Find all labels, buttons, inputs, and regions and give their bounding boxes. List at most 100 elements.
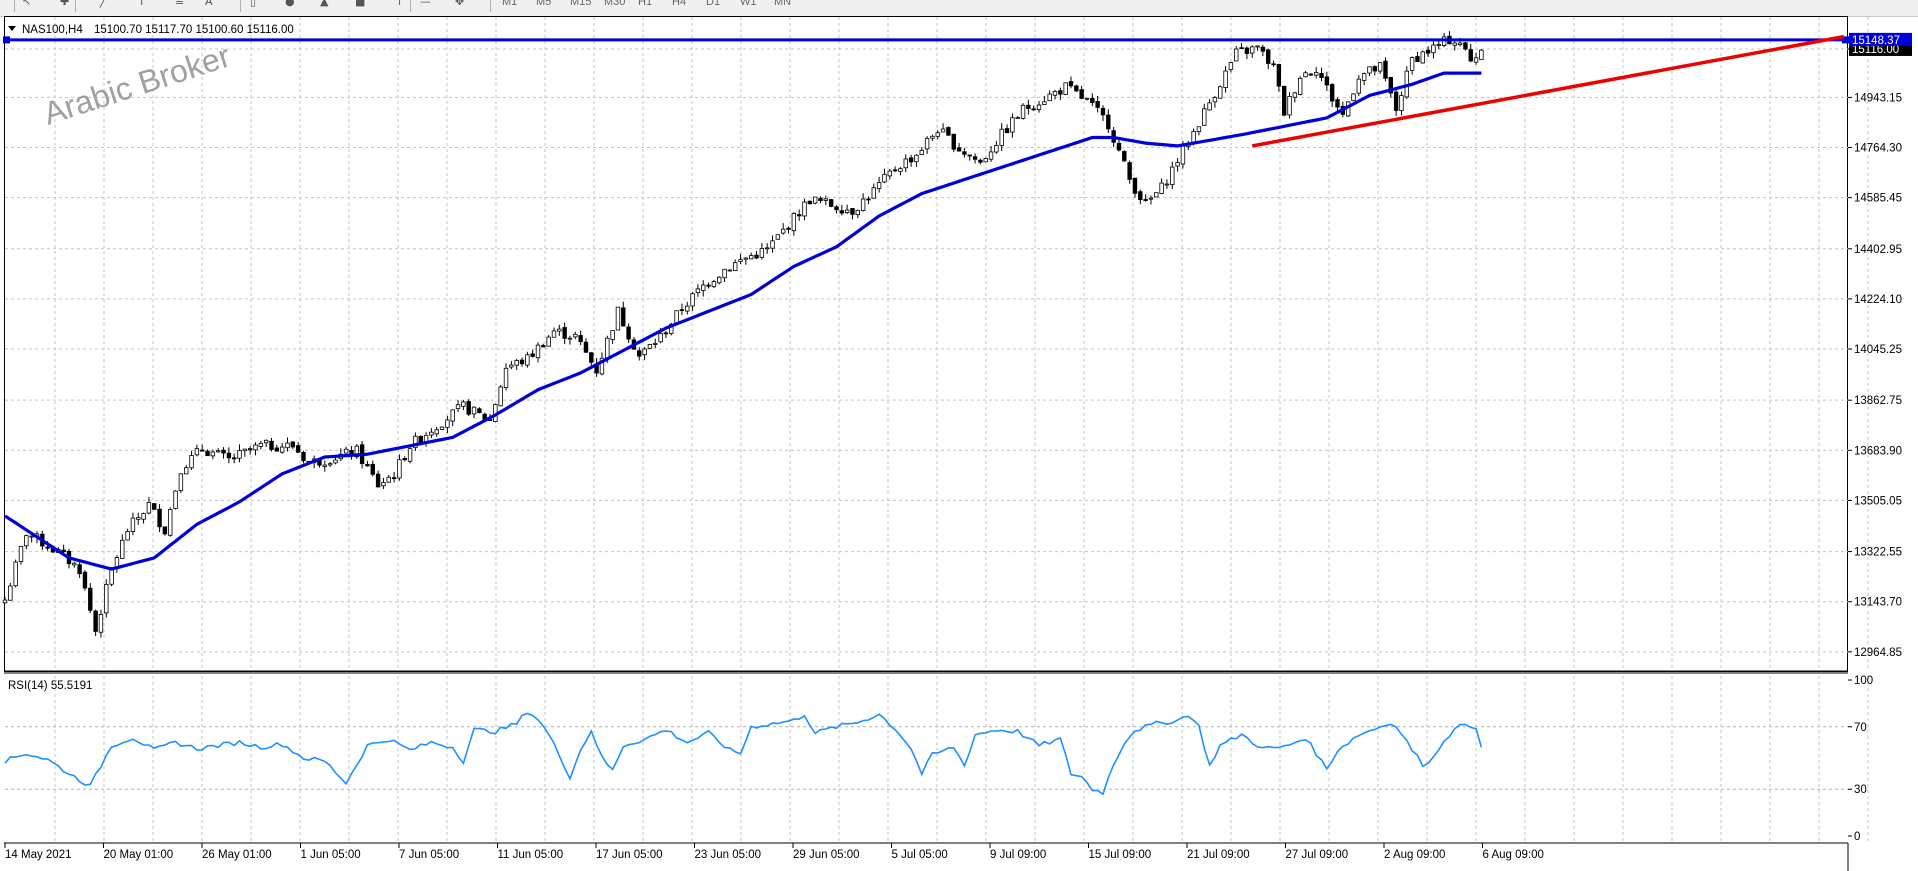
candle-body (940, 128, 946, 133)
candle-body (514, 360, 519, 366)
candle-body (1356, 78, 1362, 94)
timeframe-m5[interactable]: M5 (536, 0, 552, 8)
candle-body (685, 305, 690, 312)
candle-body (1479, 49, 1484, 60)
candle-body (1180, 145, 1186, 165)
time-tick-label: 5 Jul 05:00 (892, 849, 948, 861)
fibonacci-icon[interactable]: f (140, 0, 144, 8)
time-tick-label: 14 May 2021 (5, 849, 72, 861)
candle-body (1004, 128, 1010, 134)
candle-body (509, 364, 514, 368)
candle-body (1223, 70, 1228, 88)
candle-body (1175, 162, 1180, 167)
candle-body (1250, 46, 1255, 54)
candle-body (999, 128, 1004, 146)
square-icon[interactable]: ■ (355, 0, 366, 8)
candle-body (642, 348, 647, 356)
timeframe-d1[interactable]: D1 (706, 0, 721, 8)
candle-body (663, 332, 669, 335)
candle-body (887, 170, 892, 177)
candle-body (983, 158, 988, 163)
candle-body (1329, 84, 1335, 102)
candle-body (136, 517, 141, 520)
candle-body (1436, 44, 1441, 46)
timeframe-m15[interactable]: M15 (570, 0, 592, 8)
candle-body (557, 328, 562, 332)
hline-handle-left[interactable] (3, 36, 10, 44)
candle-body (88, 587, 93, 611)
candle-body (258, 442, 264, 447)
price-tick-label: 13683.90 (1854, 445, 1902, 457)
candle-body (200, 449, 205, 452)
timeframe-m1[interactable]: M1 (502, 0, 518, 8)
candle-body (1116, 142, 1122, 151)
candle-body (1047, 93, 1052, 102)
hline-handle-right[interactable] (1842, 36, 1849, 44)
candle-body (104, 584, 109, 614)
rectangle-icon[interactable]: ▯ (250, 0, 257, 8)
candle-body (1324, 76, 1330, 86)
price-tick-label: 14402.95 (1854, 244, 1902, 256)
circle-icon[interactable]: ● (285, 0, 295, 8)
text-icon[interactable]: A (205, 0, 213, 8)
move-icon[interactable]: ✥ (455, 0, 465, 8)
candle-body (1393, 91, 1399, 111)
candle-body (477, 408, 482, 414)
price-tick-label: 14585.45 (1854, 193, 1902, 205)
candle-body (445, 419, 450, 428)
candle-body (226, 452, 232, 459)
candle-body (525, 354, 530, 366)
candle-body (141, 513, 146, 520)
candle-body (269, 440, 274, 450)
candle-body (647, 344, 653, 349)
candle-body (1239, 47, 1244, 50)
candle-body (1202, 108, 1207, 126)
arrow-icon[interactable]: ↑ (395, 0, 405, 8)
candle-body (1218, 86, 1223, 99)
hline-icon[interactable]: — (420, 0, 431, 8)
channel-icon[interactable]: ≡ (175, 0, 185, 8)
time-tick-label: 21 Jul 09:00 (1187, 849, 1250, 861)
candle-body (461, 401, 466, 407)
candle-body (738, 259, 743, 262)
candle-body (290, 441, 296, 448)
candle-body (658, 333, 663, 343)
timeframe-mn[interactable]: MN (774, 0, 792, 8)
candle-body (706, 284, 711, 287)
candle-body (828, 199, 834, 207)
candle-body (876, 182, 882, 189)
timeframe-h4[interactable]: H4 (672, 0, 687, 8)
candle-body (455, 404, 461, 410)
timeframe-m30[interactable]: M30 (604, 0, 626, 8)
candle-body (215, 450, 221, 453)
crosshair-icon[interactable]: ✚ (60, 0, 70, 8)
candle-body (898, 168, 903, 172)
candle-body (1276, 64, 1282, 87)
candle-body (301, 451, 306, 462)
line-icon[interactable]: ╱ (100, 0, 107, 8)
candle-body (402, 458, 407, 461)
candle-body (285, 442, 290, 449)
price-tick-label: 14943.15 (1854, 92, 1902, 104)
candle-body (279, 446, 285, 453)
horizontal-level[interactable] (3, 36, 1849, 44)
candle-body (184, 467, 189, 475)
triangle-icon[interactable]: ▲ (320, 0, 329, 8)
cursor-icon[interactable]: ↖ (22, 0, 32, 8)
candle-body (903, 158, 908, 169)
trendline[interactable] (1251, 34, 1845, 148)
candle-body (1100, 107, 1106, 116)
price-tick-label: 13862.75 (1854, 395, 1902, 407)
collapse-triangle-icon[interactable] (8, 26, 16, 31)
candle-body (439, 426, 445, 430)
candle-body (237, 450, 242, 459)
candle-body (1132, 177, 1138, 194)
candle-body (637, 350, 642, 357)
candle-body (1031, 108, 1036, 111)
candle-body (1084, 97, 1090, 100)
candle-body (1074, 85, 1079, 92)
price-tick-label: 13322.55 (1854, 547, 1902, 559)
time-tick-label: 17 Jun 05:00 (596, 849, 663, 861)
timeframe-h1[interactable]: H1 (638, 0, 653, 8)
timeframe-w1[interactable]: W1 (740, 0, 757, 8)
